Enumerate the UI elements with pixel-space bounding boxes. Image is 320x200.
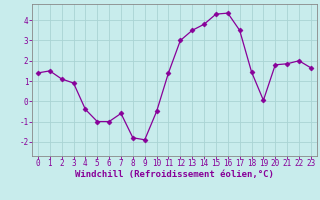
X-axis label: Windchill (Refroidissement éolien,°C): Windchill (Refroidissement éolien,°C)	[75, 170, 274, 179]
